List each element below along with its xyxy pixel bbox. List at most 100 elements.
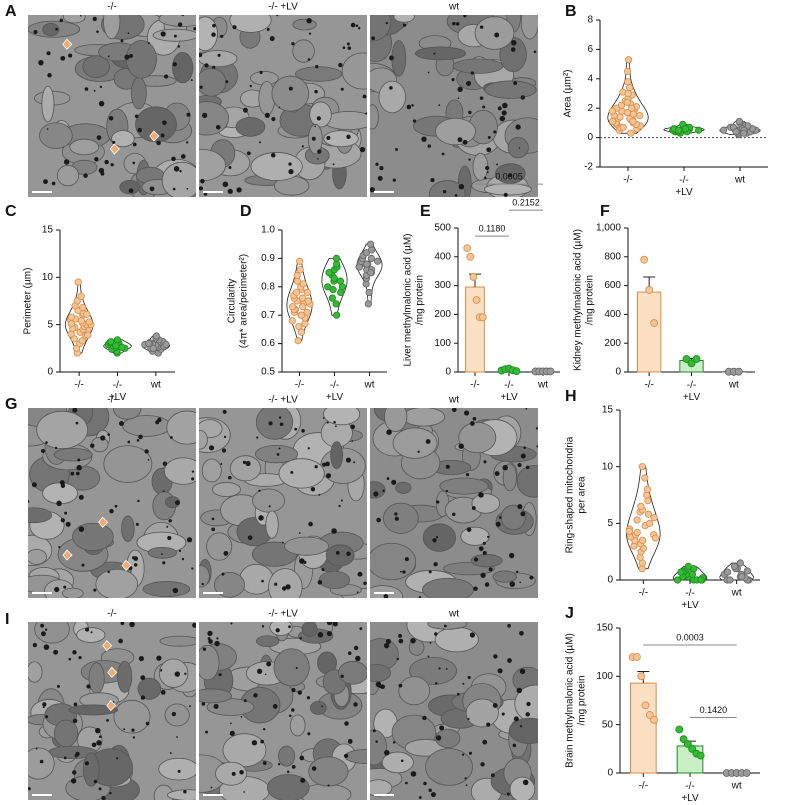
granule <box>256 436 259 439</box>
granule <box>169 752 172 754</box>
granule <box>486 171 489 174</box>
granule <box>278 447 281 450</box>
organelle <box>199 644 220 681</box>
granule <box>54 446 58 450</box>
granule <box>181 557 185 561</box>
y-tick-label: 300 <box>434 280 451 291</box>
data-point <box>637 672 646 681</box>
data-point <box>79 304 87 312</box>
granule <box>161 553 163 556</box>
granule <box>129 53 133 58</box>
organelle <box>492 570 517 583</box>
granule <box>496 163 499 166</box>
granule <box>398 633 402 638</box>
granule <box>482 541 486 545</box>
granule <box>231 771 236 776</box>
y-tick-label: 8 <box>587 15 593 26</box>
organelle <box>199 565 210 588</box>
granule <box>340 499 343 502</box>
granule <box>523 446 527 450</box>
granule <box>394 512 398 516</box>
data-point <box>145 339 153 348</box>
granule <box>276 15 279 17</box>
granule <box>208 445 215 451</box>
data-point <box>152 332 160 340</box>
granule <box>457 97 460 100</box>
data-point <box>684 562 692 571</box>
granule <box>162 461 168 466</box>
data-point <box>673 576 682 584</box>
organelle <box>284 536 329 556</box>
organelle <box>278 458 325 489</box>
granule <box>63 585 67 589</box>
micrograph <box>370 622 538 800</box>
organelle <box>83 752 100 787</box>
organelle <box>273 648 310 687</box>
data-point <box>637 502 645 510</box>
granule <box>45 715 49 719</box>
granule <box>96 740 102 746</box>
granule <box>508 552 515 559</box>
granule <box>365 112 367 115</box>
granule <box>268 421 273 426</box>
data-point <box>740 129 748 137</box>
organelle <box>370 585 404 598</box>
organelle <box>159 635 196 647</box>
granule <box>487 135 491 139</box>
granule <box>517 462 522 468</box>
granule <box>93 588 97 592</box>
granule <box>81 563 85 567</box>
granule <box>243 699 247 703</box>
organelle <box>256 635 280 648</box>
granule <box>338 504 341 508</box>
granule <box>149 186 155 192</box>
granule <box>422 715 427 721</box>
granule <box>84 761 90 766</box>
granule <box>64 511 68 515</box>
organelle <box>119 179 140 195</box>
organelle <box>28 661 43 683</box>
granule <box>106 718 109 722</box>
y-axis-label: /mg protein <box>577 675 588 725</box>
granule <box>188 705 191 708</box>
data-point <box>633 528 641 537</box>
granule <box>456 692 460 696</box>
micrograph <box>28 408 196 598</box>
granule <box>175 500 180 506</box>
data-point <box>366 240 375 248</box>
granule <box>28 787 31 791</box>
granule <box>343 753 349 759</box>
granule <box>362 94 367 99</box>
granule <box>386 477 390 480</box>
granule <box>191 477 195 481</box>
granule <box>55 27 58 31</box>
granule <box>123 728 126 731</box>
organelle <box>330 441 344 470</box>
panel-letter: C <box>5 203 17 220</box>
organelle <box>422 577 474 598</box>
granule <box>77 458 81 462</box>
data-point <box>641 701 650 710</box>
micrograph <box>199 622 367 800</box>
granule <box>441 152 445 156</box>
granule <box>54 586 60 593</box>
granule <box>389 86 393 90</box>
organelle <box>199 67 227 97</box>
granule <box>326 135 331 141</box>
granule <box>104 159 109 165</box>
data-point <box>112 341 120 350</box>
granule <box>94 157 99 162</box>
data-point <box>608 107 617 115</box>
granule <box>347 651 352 655</box>
y-tick-label: 400 <box>604 309 621 320</box>
granule <box>508 173 512 178</box>
granule <box>101 795 106 800</box>
granule <box>147 459 150 461</box>
granule <box>90 631 93 634</box>
micrograph-label: -/- +LV <box>268 395 298 406</box>
granule <box>178 549 182 553</box>
granule <box>217 53 221 57</box>
organelle <box>395 481 412 494</box>
granule <box>317 149 322 154</box>
granule <box>445 668 448 670</box>
